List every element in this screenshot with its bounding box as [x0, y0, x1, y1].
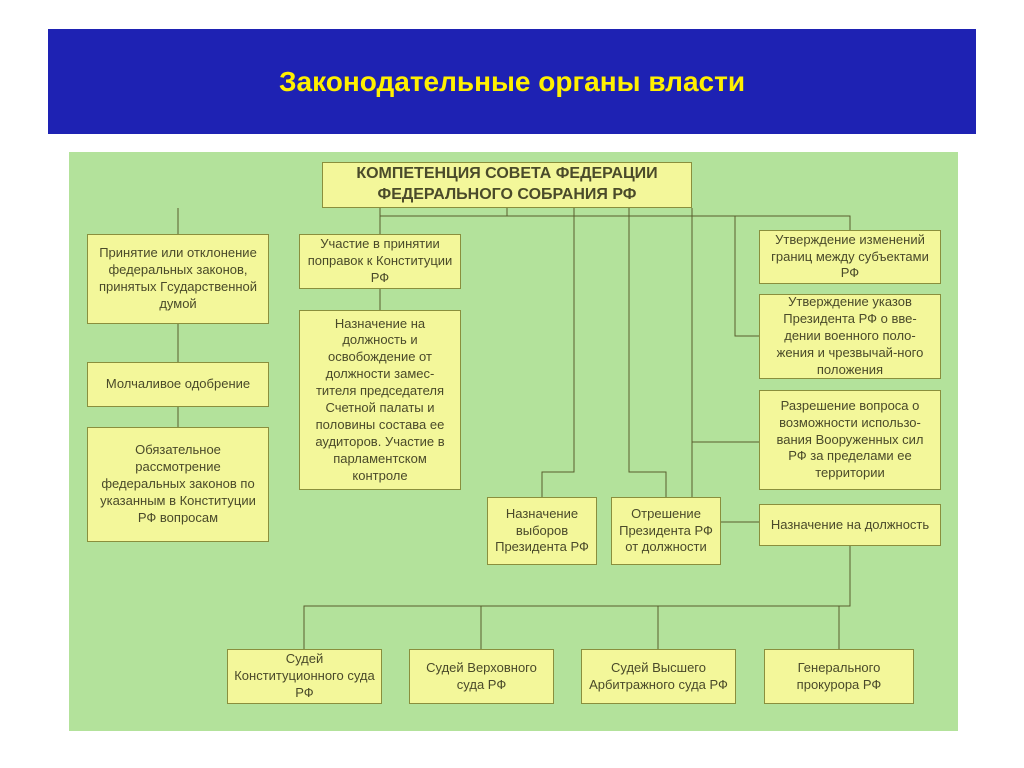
node-n13: Судей Верховного суда РФ	[409, 649, 554, 704]
node-n14: Судей Высшего Арбитражного суда РФ	[581, 649, 736, 704]
node-root: КОМПЕТЕНЦИЯ СОВЕТА ФЕДЕРАЦИИ ФЕДЕРАЛЬНОГ…	[322, 162, 692, 208]
node-n4: Назначение на должность и освобождение о…	[299, 310, 461, 490]
node-n6: Молчаливое одобрение	[87, 362, 269, 407]
node-n10: Отрешение Президента РФ от должности	[611, 497, 721, 565]
node-n12: Судей Конституционного суда РФ	[227, 649, 382, 704]
node-n5: Утверждение указов Президента РФ о вве-д…	[759, 294, 941, 379]
node-n11: Назначение на должность	[759, 504, 941, 546]
node-n1: Принятие или отклонение федеральных зако…	[87, 234, 269, 324]
diagram-canvas: КОМПЕТЕНЦИЯ СОВЕТА ФЕДЕРАЦИИ ФЕДЕРАЛЬНОГ…	[69, 152, 958, 731]
node-n2: Участие в принятии поправок к Конституци…	[299, 234, 461, 289]
node-n9: Назначение выборов Президента РФ	[487, 497, 597, 565]
header-band: Законодательные органы власти	[48, 29, 976, 134]
node-n15: Генерального прокурора РФ	[764, 649, 914, 704]
node-n3: Утверждение изменений границ между субъе…	[759, 230, 941, 284]
page-title: Законодательные органы власти	[279, 66, 745, 98]
node-n7: Разрешение вопроса о возможности использ…	[759, 390, 941, 490]
node-n8: Обязательное рассмотрение федеральных за…	[87, 427, 269, 542]
